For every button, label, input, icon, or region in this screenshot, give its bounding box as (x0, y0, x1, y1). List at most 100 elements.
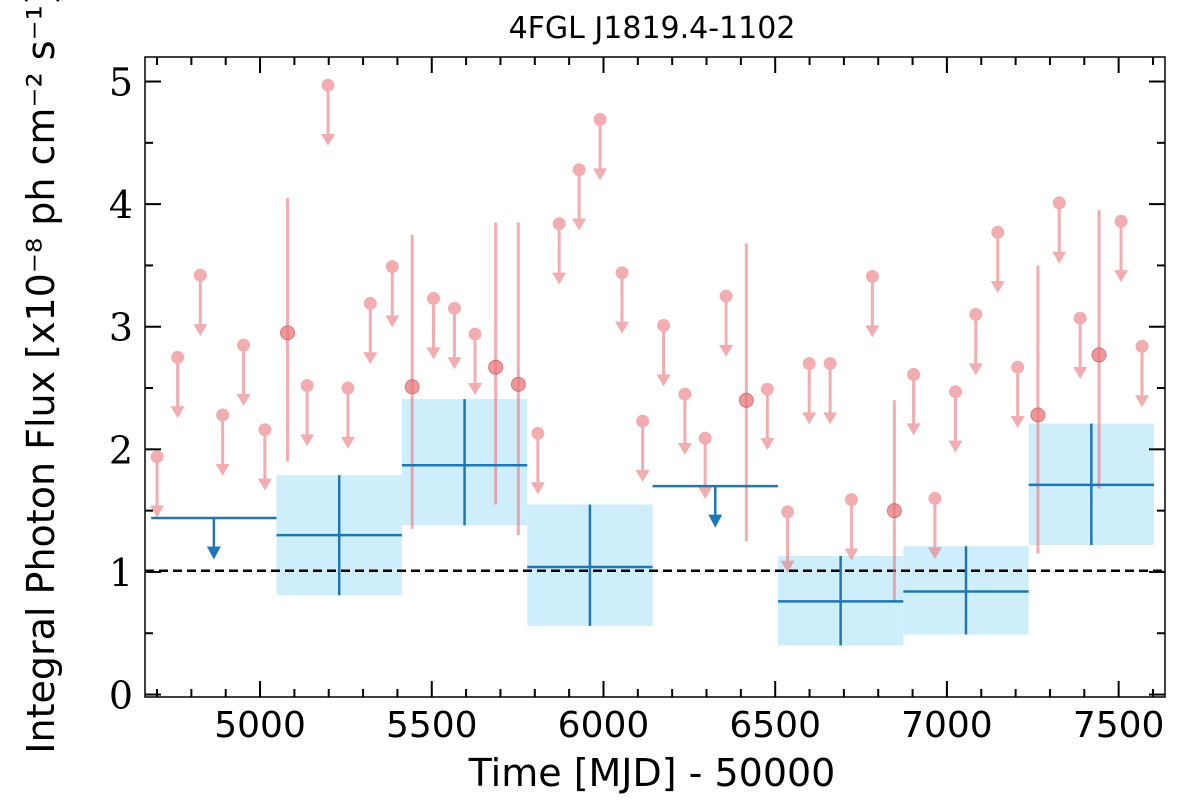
x-axis-label: Time [MJD] - 50000 (468, 751, 836, 795)
fine-upper-limit-arrow (1010, 416, 1025, 429)
fine-upper-limit-marker (193, 268, 207, 282)
coarse-detection-0 (276, 475, 402, 596)
fine-detection-marker (738, 392, 754, 408)
fine-upper-limit-marker (823, 357, 837, 371)
fine-upper-limit-37 (1073, 311, 1088, 379)
fine-upper-limit-marker (949, 385, 963, 399)
fine-upper-limit-arrow (447, 357, 462, 370)
fine-upper-limit-arrow (968, 363, 983, 376)
fine-upper-limit-marker (216, 408, 230, 422)
fine-upper-limit-6 (300, 379, 315, 447)
fine-upper-limit-arrow (615, 321, 630, 334)
fine-upper-limit-arrow (257, 478, 272, 491)
fine-upper-limit-marker (844, 493, 858, 507)
coarse-upper-limit-arrow (206, 546, 221, 560)
fine-upper-limit-arrow (468, 382, 483, 395)
y-axis-label: Integral Photon Flux [x10⁻⁸ ph cm⁻² s⁻¹] (19, 0, 63, 754)
coarse-upper-limit-1 (652, 484, 778, 528)
fine-upper-limit-26 (802, 357, 817, 425)
fine-upper-limit-23 (719, 289, 734, 357)
y-tick-label: 3 (109, 306, 133, 350)
fine-upper-limit-2 (193, 268, 208, 337)
fine-upper-limit-marker (636, 414, 650, 428)
chart-title: 4FGL J1819.4-1102 (509, 11, 796, 46)
fine-upper-limit-31 (927, 491, 942, 560)
fine-detection-0 (280, 197, 296, 462)
fine-upper-limit-marker (1135, 339, 1149, 353)
fine-detection-5 (886, 400, 902, 603)
fine-upper-limit-36 (1052, 196, 1067, 264)
fine-upper-limit-10 (385, 260, 400, 328)
fine-upper-limit-arrow (948, 440, 963, 453)
coarse-upper-limit-0 (151, 516, 277, 560)
fine-upper-limit-32 (948, 385, 963, 453)
fine-upper-limit-arrow (1114, 270, 1129, 283)
fine-upper-limit-arrow (340, 436, 355, 449)
fine-upper-limit-marker (258, 423, 272, 437)
fine-upper-limit-5 (257, 423, 272, 491)
fine-detection-marker (886, 503, 902, 519)
fine-detection-marker (404, 379, 420, 395)
fine-upper-limit-0 (150, 450, 165, 518)
fine-upper-limit-marker (171, 350, 185, 364)
fine-upper-limit-marker (719, 289, 733, 303)
fine-detection-marker (1091, 347, 1107, 363)
fine-upper-limit-marker (237, 338, 251, 352)
fine-upper-limit-marker (321, 78, 335, 92)
coarse-detection-4 (903, 546, 1029, 635)
fine-upper-limit-arrow (236, 393, 251, 406)
fine-upper-limit-marker (531, 426, 545, 440)
coarse-detection-5 (1028, 423, 1155, 545)
fine-detection-marker (280, 325, 296, 341)
fine-upper-limit-arrow (193, 324, 208, 337)
y-tick-label: 2 (109, 428, 133, 472)
fine-upper-limit-marker (907, 368, 921, 382)
fine-upper-limit-25 (780, 505, 795, 573)
fine-upper-limit-marker (615, 266, 629, 280)
fine-detection-7 (1091, 210, 1107, 489)
fine-upper-limit-marker (1011, 360, 1025, 374)
fine-upper-limit-arrow (530, 482, 545, 495)
fine-upper-limit-arrow (906, 423, 921, 436)
fine-upper-limit-arrow (677, 443, 692, 456)
fine-upper-limit-marker (1052, 196, 1066, 210)
plot-area: 5000 5500 6000 6500 7000 7500 0 1 2 3 4 5 (109, 56, 1166, 746)
fine-upper-limit-marker (552, 217, 566, 231)
fine-upper-limit-marker (678, 387, 692, 401)
fine-upper-limit-24 (760, 382, 775, 451)
fine-upper-limit-arrow (1073, 367, 1088, 379)
fine-upper-limit-marker (572, 163, 586, 177)
fine-upper-limit-marker (385, 260, 399, 274)
fine-upper-limit-28 (844, 493, 859, 561)
fine-upper-limit-14 (530, 426, 545, 495)
fine-upper-limit-arrow (300, 434, 315, 447)
fine-upper-limit-arrow (215, 463, 230, 476)
fine-upper-limit-marker (150, 450, 164, 464)
fine-upper-limit-arrow (844, 548, 859, 561)
fine-upper-limit-arrow (927, 547, 942, 560)
fine-detection-1 (404, 234, 420, 530)
fine-upper-limit-21 (677, 387, 692, 456)
fine-upper-limit-marker (698, 431, 712, 445)
fine-upper-limit-arrow (363, 352, 378, 365)
fine-upper-limit-arrow (170, 406, 185, 419)
fine-upper-limit-13 (468, 327, 483, 395)
fine-upper-limit-27 (823, 357, 838, 425)
fine-upper-limit-29 (865, 269, 880, 338)
x-tick-label: 5000 (214, 705, 306, 746)
fine-upper-limit-marker (1073, 311, 1087, 325)
fine-upper-limit-9 (363, 296, 378, 365)
fine-upper-limit-marker (300, 379, 314, 393)
fine-upper-limit-marker (593, 113, 607, 127)
fine-detection-6 (1030, 265, 1046, 554)
fine-upper-limit-arrow (1134, 395, 1149, 408)
fine-upper-limit-marker (865, 269, 879, 283)
y-tick-label: 5 (109, 61, 133, 105)
fine-upper-limit-arrow (865, 325, 880, 338)
fine-upper-limit-marker (969, 307, 983, 321)
fine-upper-limit-arrow (572, 218, 587, 231)
coarse-detection-3 (777, 556, 904, 646)
coarse-detection-1 (401, 399, 528, 526)
fine-upper-limit-arrow (552, 272, 567, 285)
